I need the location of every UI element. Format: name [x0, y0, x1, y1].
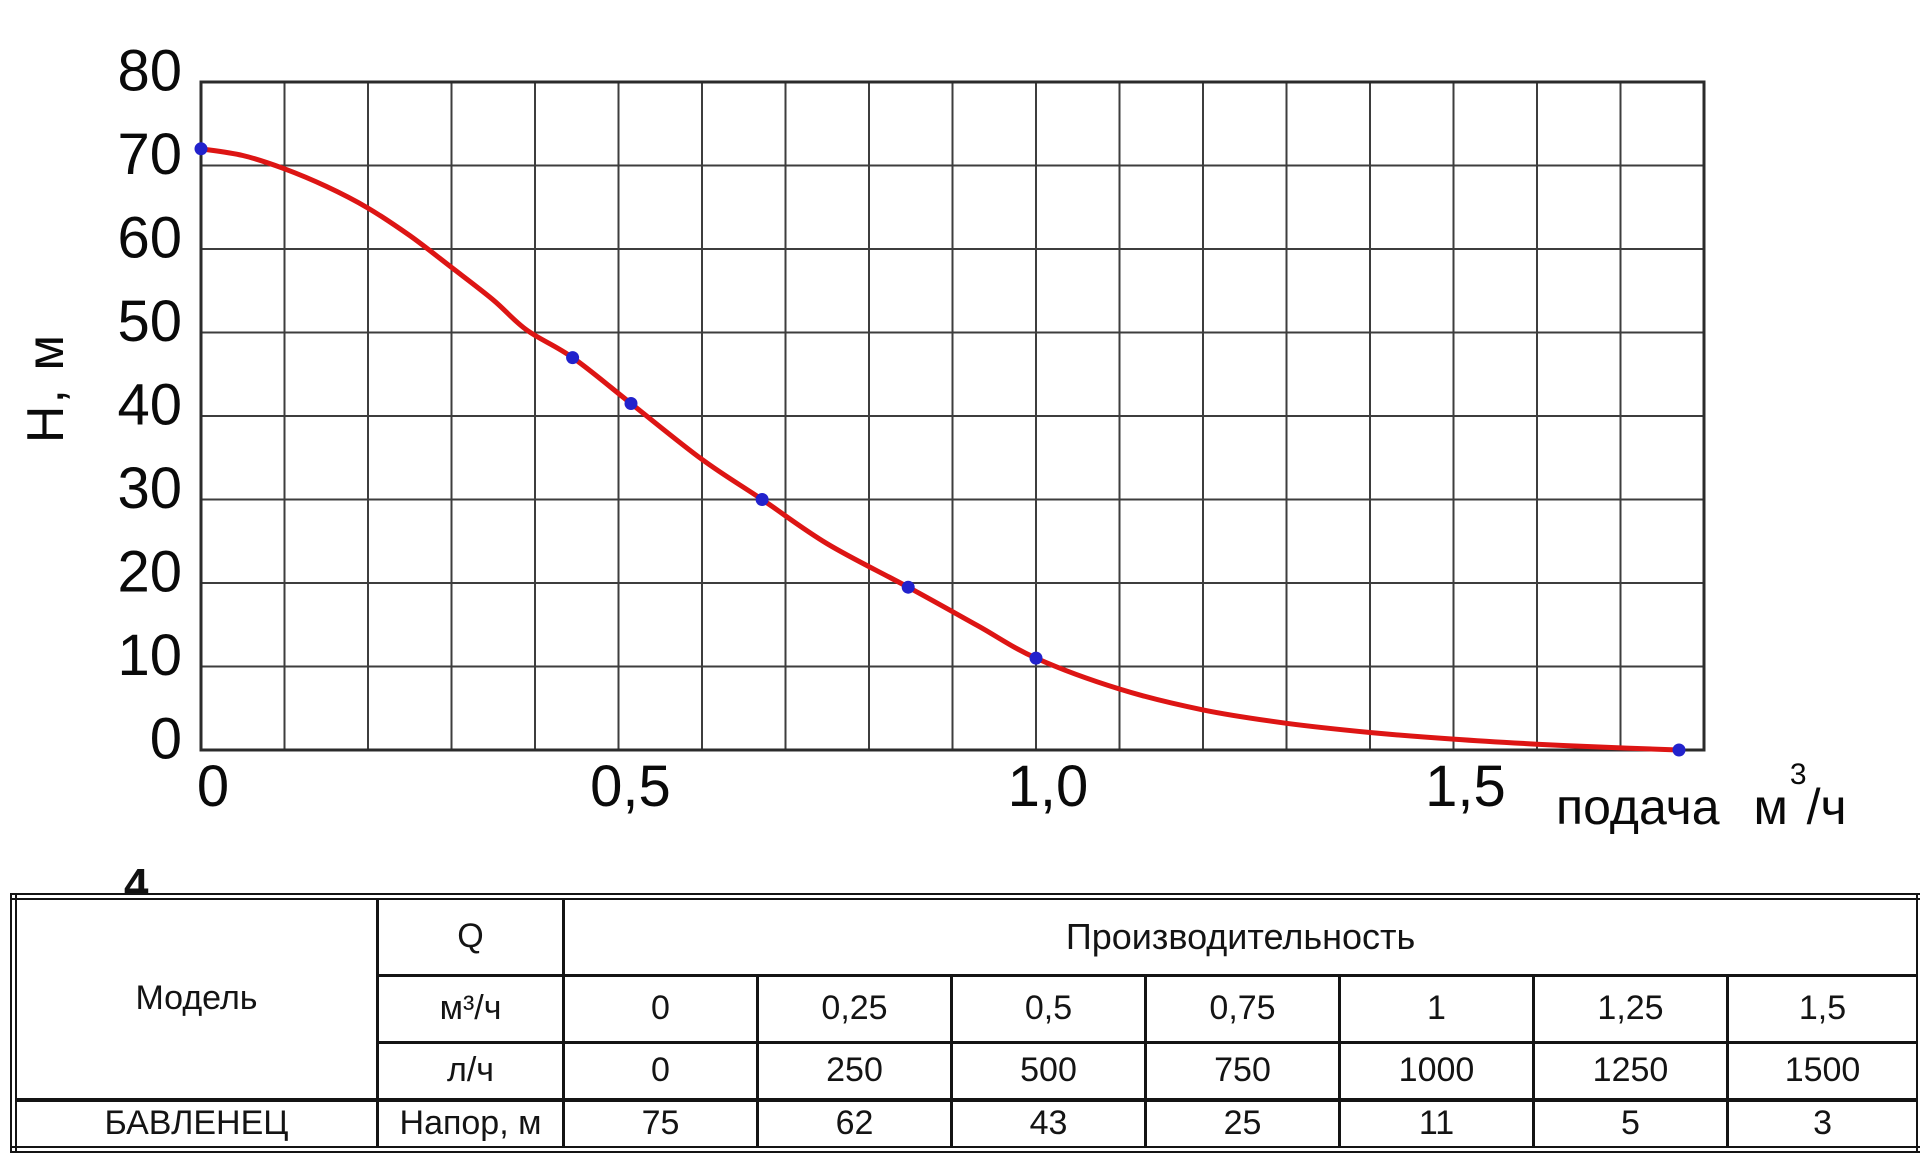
data-point-marker	[901, 580, 915, 594]
table-cell: 62	[756, 1098, 953, 1151]
table-header-row: Модель Q Производительность	[12, 895, 1920, 1102]
head-label-cell: Напор, м	[376, 1098, 565, 1151]
y-tick-label: 80	[117, 39, 182, 104]
x-tick-label: 0,5	[590, 754, 671, 819]
table-cell: 1,5	[1725, 974, 1920, 1044]
table-cell: 0,75	[1144, 974, 1341, 1044]
x-axis-unit-tail: /ч	[1806, 779, 1847, 835]
y-tick-label: 70	[117, 122, 182, 187]
head-values-row: БАВЛЕНЕЦ Напор, м 75 62 43 25 11 5 3	[12, 1098, 1920, 1151]
x-axis-label-word: подача	[1556, 779, 1720, 835]
table-cell: 11	[1338, 1098, 1535, 1151]
data-point-marker	[194, 142, 208, 156]
x-axis-label: подача м3/ч	[1556, 758, 1847, 836]
pump-spec-table: Модель Q Производительность м³/ч 0 0,25 …	[10, 893, 1920, 1153]
x-axis-unit-superscript: 3	[1789, 758, 1807, 792]
y-tick-label: 20	[117, 540, 182, 605]
table-cell: 750	[1144, 1041, 1341, 1102]
table-cell: 1	[1338, 974, 1535, 1044]
y-tick-label: 10	[117, 623, 182, 688]
y-tick-label: 30	[117, 456, 182, 521]
table-cell: 0,5	[950, 974, 1147, 1044]
plot-border	[199, 80, 1706, 752]
table-cell: 25	[1144, 1098, 1341, 1151]
x-axis-unit-base: м	[1753, 779, 1788, 835]
table-cell: 3	[1725, 1098, 1920, 1151]
m3h-unit-cell: м³/ч	[376, 974, 565, 1044]
table-cell: 1250	[1532, 1041, 1729, 1102]
model-name-cell: БАВЛЕНЕЦ	[12, 1098, 379, 1151]
chart-canvas: 0 10 20 30 40 50 60 70 80 0 0,5 1,0 1,5	[117, 39, 1706, 819]
data-point-marker	[1672, 743, 1686, 757]
pump-curve	[198, 146, 1682, 753]
stray-clipped-character: 4	[124, 863, 149, 893]
q-header-cell: Q	[376, 895, 565, 977]
table-cell: 0	[562, 1041, 759, 1102]
data-point-marker	[566, 351, 580, 365]
x-tick-label: 1,0	[1008, 754, 1089, 819]
grid-lines	[200, 81, 1705, 751]
table-cell: 1,25	[1532, 974, 1729, 1044]
pump-curve-chart: 0 10 20 30 40 50 60 70 80 0 0,5 1,0 1,5 Н, м подача м…	[17, 39, 1847, 836]
x-tick-label: 0	[197, 754, 229, 819]
table-cell: 75	[562, 1098, 759, 1151]
y-tick-label: 50	[117, 289, 182, 354]
model-header-cell: Модель	[12, 895, 379, 1102]
table-cell: 0	[562, 974, 759, 1044]
x-tick-label: 1,5	[1425, 754, 1506, 819]
table-cell: 1000	[1338, 1041, 1535, 1102]
flow-m3h-row: м³/ч 0 0,25 0,5 0,75 1 1,25 1,5	[14, 974, 1920, 1044]
data-point-marker	[755, 493, 769, 506]
y-tick-label: 40	[117, 373, 182, 438]
flow-lh-row: л/ч 0 250 500 750 1000 1250 1500	[14, 1041, 1920, 1102]
table-cell: 1500	[1725, 1041, 1920, 1102]
performance-header-cell: Производительность	[561, 895, 1920, 977]
x-axis-unit: м3/ч	[1753, 758, 1847, 835]
y-tick-label: 60	[117, 206, 182, 271]
table-cell: 0,25	[756, 974, 953, 1044]
table-cell: 500	[950, 1041, 1147, 1102]
data-point-marker	[624, 397, 638, 410]
table-cell: 43	[950, 1098, 1147, 1151]
data-point-marker	[1029, 651, 1043, 665]
table-cell: 250	[756, 1041, 953, 1102]
table-cell: 5	[1532, 1098, 1729, 1151]
y-tick-label: 0	[150, 707, 182, 772]
lh-unit-cell: л/ч	[376, 1041, 565, 1102]
y-axis-label: Н, м	[17, 332, 75, 444]
